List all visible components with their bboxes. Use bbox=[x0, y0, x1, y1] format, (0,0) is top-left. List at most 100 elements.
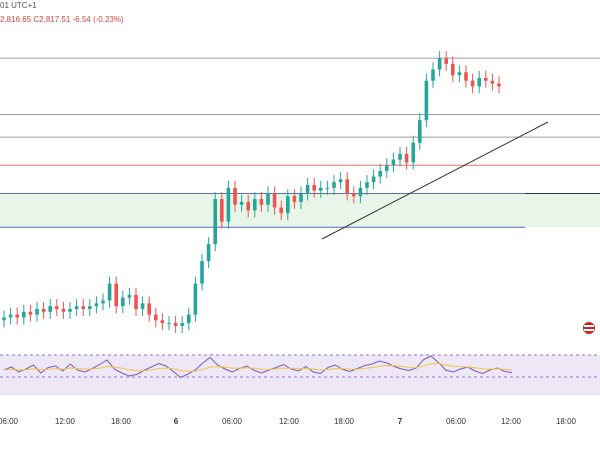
candle bbox=[193, 276, 198, 322]
candle-body bbox=[358, 187, 363, 197]
candle-body bbox=[121, 297, 125, 307]
candle bbox=[358, 180, 363, 204]
candle-body bbox=[127, 294, 132, 298]
x-tick-label: 18:00 bbox=[334, 417, 355, 426]
candle bbox=[94, 296, 99, 314]
candle-body bbox=[345, 179, 349, 194]
candle-body bbox=[233, 187, 237, 205]
candle-body bbox=[411, 142, 415, 163]
candle bbox=[147, 296, 151, 322]
candle bbox=[121, 290, 125, 314]
candle bbox=[477, 70, 481, 94]
x-tick-label: 12:00 bbox=[279, 417, 300, 426]
candle bbox=[134, 287, 138, 317]
candle bbox=[140, 296, 145, 317]
candle-body bbox=[312, 185, 316, 191]
rsi-line bbox=[3, 355, 513, 379]
candle-body bbox=[147, 303, 151, 315]
candle-body bbox=[114, 283, 118, 307]
candle bbox=[319, 180, 323, 198]
candle-body bbox=[101, 300, 105, 304]
candle-body bbox=[424, 80, 429, 121]
candle bbox=[418, 113, 422, 150]
candle-body bbox=[378, 170, 382, 177]
candle-body bbox=[55, 306, 59, 309]
candle-body bbox=[484, 77, 488, 81]
candle bbox=[127, 287, 132, 305]
candle bbox=[457, 65, 462, 83]
candle bbox=[411, 135, 415, 170]
candle-body bbox=[239, 201, 244, 205]
candle-body bbox=[457, 72, 462, 76]
candle bbox=[55, 299, 59, 317]
chart-header: 01 UTC+1 2,816.65 C2,817.51 -6.54 (-0.23… bbox=[0, 0, 124, 24]
timezone-label: 01 UTC+1 bbox=[0, 1, 37, 10]
candle bbox=[424, 73, 429, 128]
candle bbox=[365, 175, 369, 195]
candle bbox=[180, 316, 184, 333]
rsi-band bbox=[0, 355, 600, 395]
candle-body bbox=[299, 193, 303, 202]
candle bbox=[345, 172, 349, 201]
candle-body bbox=[220, 199, 224, 222]
candle bbox=[259, 192, 264, 212]
x-tick-label: 18:00 bbox=[111, 417, 132, 426]
candle bbox=[206, 237, 211, 269]
candle bbox=[187, 307, 191, 331]
candle-body bbox=[477, 77, 481, 87]
candle-body bbox=[279, 207, 283, 214]
trendline-layer bbox=[321, 121, 549, 240]
candle bbox=[444, 51, 448, 71]
candle-body bbox=[418, 120, 422, 143]
candle bbox=[338, 172, 343, 190]
candle bbox=[114, 276, 118, 314]
candle bbox=[352, 186, 356, 204]
candle bbox=[167, 316, 171, 331]
candle bbox=[239, 194, 244, 212]
candle bbox=[61, 301, 66, 319]
candle-body bbox=[81, 306, 85, 309]
candle-body bbox=[437, 58, 442, 70]
candle-body bbox=[41, 309, 46, 312]
price-levels bbox=[0, 57, 600, 228]
candle bbox=[74, 299, 79, 317]
candle bbox=[28, 304, 33, 322]
candle bbox=[8, 307, 13, 325]
candle-body bbox=[266, 193, 270, 205]
candle-body bbox=[444, 58, 448, 64]
x-tick-label: 7 bbox=[398, 417, 403, 426]
candle-body bbox=[319, 187, 323, 191]
candle-body bbox=[88, 306, 92, 309]
candle bbox=[279, 200, 283, 221]
candle-body bbox=[2, 317, 6, 321]
candle-body bbox=[286, 196, 290, 214]
flag-icon[interactable] bbox=[583, 322, 595, 334]
candle bbox=[464, 65, 468, 88]
candle bbox=[431, 62, 435, 88]
x-tick-label: 12:00 bbox=[501, 417, 522, 426]
candle-body bbox=[28, 311, 33, 315]
candle bbox=[286, 189, 290, 221]
candle-body bbox=[193, 283, 198, 315]
candle-body bbox=[187, 314, 191, 324]
candle bbox=[470, 73, 475, 94]
candle bbox=[378, 163, 382, 184]
x-tick-label: 06:00 bbox=[446, 417, 467, 426]
candle-body bbox=[325, 187, 330, 189]
x-axis: 06:00 12:00 18:00 6 06:00 12:00 18:00 7 06:00 12:… bbox=[0, 417, 577, 426]
candle bbox=[15, 307, 19, 325]
rsi-signal-line bbox=[3, 363, 513, 372]
candle-body bbox=[134, 294, 138, 309]
candle bbox=[22, 304, 26, 325]
candle-body bbox=[431, 69, 435, 81]
candle bbox=[246, 194, 250, 218]
candle bbox=[88, 299, 92, 317]
candle bbox=[101, 293, 105, 311]
candle bbox=[398, 146, 402, 167]
candle bbox=[490, 73, 495, 91]
candle-body bbox=[398, 154, 402, 160]
candle-body bbox=[8, 314, 13, 318]
candle-body bbox=[338, 179, 343, 183]
candle-series bbox=[2, 51, 501, 333]
